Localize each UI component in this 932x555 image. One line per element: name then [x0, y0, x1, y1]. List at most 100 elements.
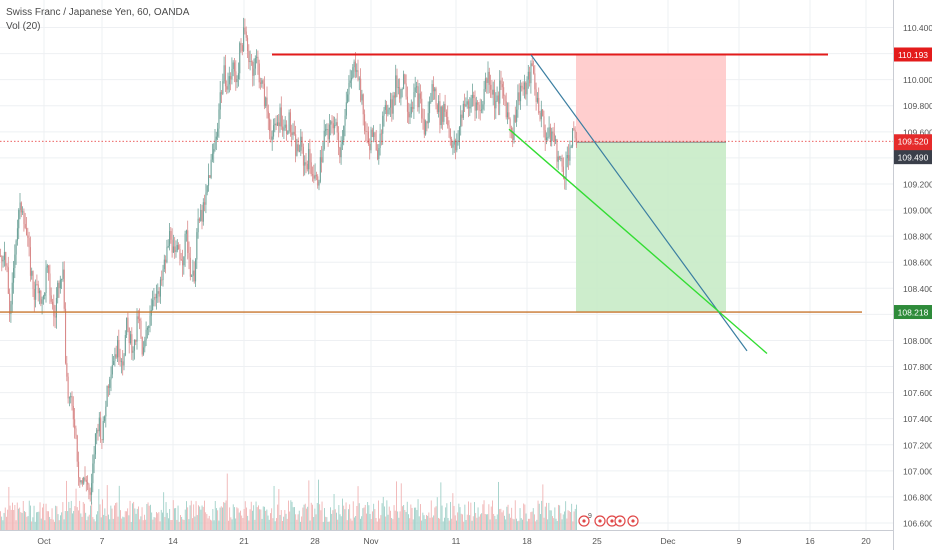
volume-bar — [33, 505, 35, 530]
volume-bar — [522, 519, 523, 530]
candle-body — [230, 76, 232, 80]
candle-body — [412, 106, 414, 109]
volume-bar — [106, 485, 108, 530]
resistance-price-label: 110.193 — [898, 50, 928, 60]
candle-body — [218, 109, 220, 129]
risk-reward-zones — [576, 54, 726, 313]
candle-body — [436, 104, 438, 113]
candle-body — [461, 114, 463, 118]
candle-body — [549, 127, 551, 142]
volume-bar — [92, 517, 94, 530]
volume-bar — [48, 511, 49, 530]
volume-bar — [466, 514, 468, 530]
volume-bar — [22, 500, 24, 530]
candle-body — [288, 112, 290, 132]
candle-body — [449, 128, 451, 140]
candle-body — [87, 481, 89, 485]
candle-body — [279, 107, 281, 127]
volume-bar — [201, 505, 203, 530]
candle-body — [572, 128, 574, 147]
candle-body — [471, 94, 473, 99]
volume-bar — [306, 508, 307, 530]
candle-body — [111, 365, 113, 375]
candle-body — [522, 87, 524, 90]
candle-body — [245, 31, 247, 38]
event-marker[interactable] — [614, 515, 626, 527]
volume-bar — [541, 500, 543, 530]
volume-bar — [241, 515, 243, 530]
candle-body — [37, 284, 39, 294]
volume-bar — [528, 518, 529, 530]
candle-body — [54, 316, 56, 318]
candle-body — [332, 123, 334, 129]
candle-body — [215, 136, 217, 140]
volume-bar — [332, 510, 334, 530]
candle-body — [149, 315, 151, 327]
time-tick-label: 9 — [737, 536, 742, 546]
volume-bar — [513, 519, 515, 530]
volume-bar — [271, 508, 273, 530]
candle-body — [7, 267, 9, 294]
volume-bar — [387, 514, 389, 530]
candle-body — [146, 327, 148, 330]
candle-body — [98, 417, 100, 432]
volume-bar — [187, 507, 189, 530]
candle-body — [52, 301, 54, 305]
volume-bar — [302, 507, 304, 530]
volume-bar — [355, 515, 357, 530]
candle-body — [278, 122, 280, 127]
volume-bar — [459, 507, 461, 530]
chart-title[interactable]: Swiss Franc / Japanese Yen, 60, OANDA — [6, 7, 190, 18]
candle-body — [141, 336, 143, 355]
candle-body — [224, 65, 226, 87]
candle-body — [83, 477, 85, 484]
candle-body — [401, 88, 403, 90]
price-tick-label: 107.400 — [903, 414, 932, 424]
volume-bar — [232, 504, 234, 530]
volume-bar — [115, 502, 117, 530]
candle-body — [562, 166, 564, 177]
candle-body — [568, 155, 570, 161]
volume-bar — [423, 515, 425, 530]
event-marker[interactable] — [594, 515, 606, 527]
volume-bar — [229, 507, 231, 530]
volume-bar — [477, 507, 479, 530]
candle-body — [156, 293, 158, 299]
event-marker[interactable] — [627, 515, 639, 527]
volume-bar — [379, 518, 381, 530]
volume-bar — [120, 510, 121, 530]
volume-bar — [276, 518, 277, 530]
candle-body — [126, 317, 128, 336]
volume-bar — [69, 508, 71, 530]
volume-indicator-label[interactable]: Vol (20) — [6, 21, 41, 32]
candle-body — [292, 131, 294, 136]
price-tick-label: 109.600 — [903, 127, 932, 137]
candle-body — [210, 159, 212, 178]
volume-bar — [342, 498, 343, 530]
volume-bar — [126, 511, 127, 530]
candle-body — [75, 428, 77, 436]
candle-body — [510, 127, 512, 132]
volume-bar — [73, 510, 75, 530]
candle-body — [133, 339, 135, 351]
volume-bar — [420, 504, 421, 530]
volume-bar — [304, 503, 306, 530]
volume-bar — [6, 516, 7, 530]
candle-body — [247, 37, 249, 52]
volume-bar — [140, 516, 142, 530]
candle-body — [435, 88, 437, 105]
volume-bar — [373, 503, 375, 530]
volume-bar — [500, 508, 502, 530]
volume-bar — [409, 518, 411, 530]
volume-bar — [475, 512, 477, 530]
volume-bar — [180, 515, 181, 530]
candle-body — [414, 87, 416, 93]
candle-body — [63, 269, 65, 309]
volume-bar — [376, 521, 378, 530]
candle-body — [434, 88, 436, 92]
volume-bar — [36, 512, 37, 530]
event-marker[interactable] — [578, 515, 590, 527]
candle-body — [15, 240, 17, 255]
